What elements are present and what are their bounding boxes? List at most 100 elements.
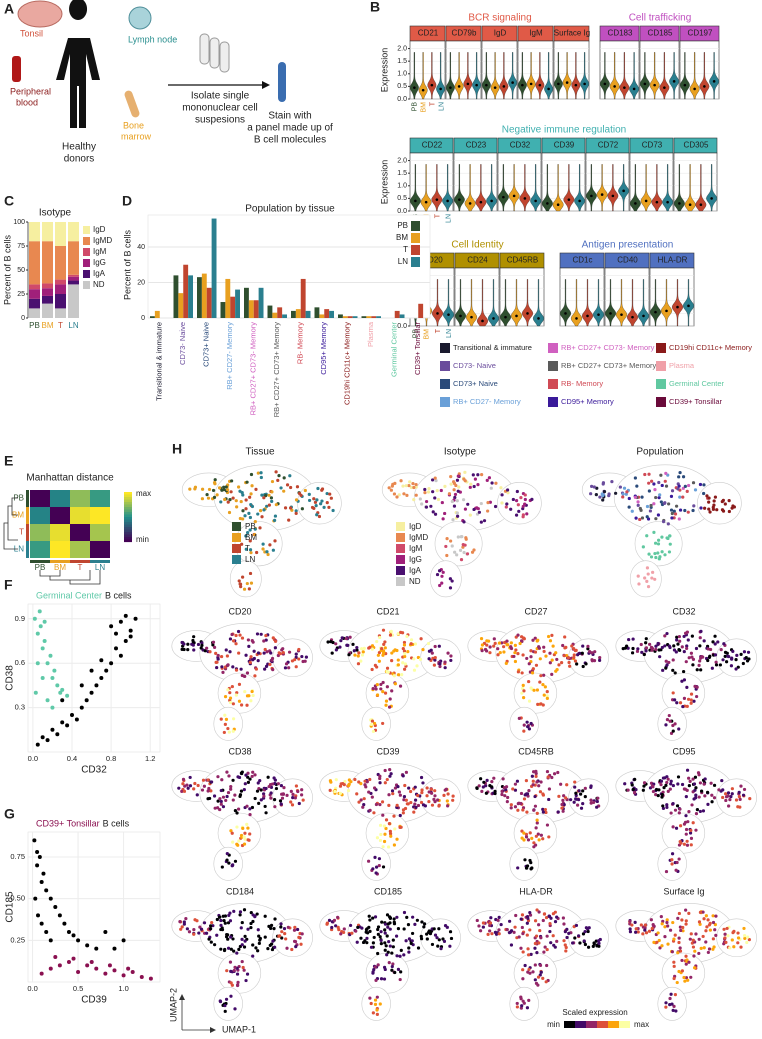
umap-cell [535,811,539,815]
umap-cell [437,938,441,942]
bar-segment [42,283,53,289]
umap-cell [693,788,697,792]
umap-cell [524,866,529,870]
umap-cell [282,786,286,790]
umap-cell [590,484,594,489]
umap-cell [442,939,447,943]
umap-cell [246,638,250,642]
umap-cell [565,783,569,787]
colorbar-step [124,519,132,523]
umap-cell [636,930,640,934]
marker-title: CD32 [672,606,695,616]
umap-cell [567,660,571,665]
umap-cell [681,486,685,490]
umap-cell [269,496,274,500]
umap-cell [664,471,668,475]
umap-cell [536,975,541,979]
umap-cell [279,925,283,929]
umap-cell [224,717,229,721]
umap-cell [660,795,664,799]
umap-cell [517,716,521,720]
umap-cell [225,858,229,862]
umap-cell [666,777,670,781]
umap-cell [223,695,228,699]
umap-cell [226,946,231,950]
umap-cell [664,666,668,670]
umap-cell [660,793,664,797]
umap-cell [390,968,394,972]
umap-cell [181,777,186,782]
umap-cell [436,798,440,802]
umap-cell [207,487,212,492]
umap-cell [384,703,388,707]
legend-swatch [83,237,90,245]
umap-cell [383,931,387,935]
umap-cell [233,859,238,863]
umap-cell [260,515,264,519]
mean-point [435,198,439,201]
umap-cell [449,936,454,941]
umap-cell [531,970,535,974]
umap-cell [677,936,681,940]
legend-label: BM [245,533,257,542]
umap-cell [265,550,269,554]
umap-cell [516,652,520,656]
umap-cell [387,793,391,797]
umap-cell [186,642,190,646]
umap-cell [227,510,232,515]
bar [277,307,283,318]
umap-cell [186,648,190,652]
umap-cell [488,923,492,928]
umap-cell [547,914,551,918]
umap-cell [678,648,682,652]
umap-cell [237,839,241,843]
umap-cell [382,839,387,844]
violin-body [472,52,482,100]
umap-cell [637,582,641,586]
umap-cell [623,646,628,650]
point [52,668,57,673]
umap-cell [362,803,366,807]
umap-cell [215,660,219,664]
umap-outline [229,560,262,598]
umap-cell [240,491,244,495]
umap-cell [672,1004,676,1008]
umap-cell [547,787,552,791]
umap-cell [185,783,189,787]
mean-point [603,82,607,86]
bar-segment [55,308,66,318]
umap-cell [557,794,561,798]
umap-cell [403,654,407,659]
umap-cell [743,936,747,941]
marker-name: CD39 [554,141,575,150]
umap-cell [182,647,186,652]
bar-segment [68,276,79,281]
umap-cell [648,786,653,790]
point [85,943,90,948]
bar-segment [29,241,40,285]
umap-cell [249,925,253,930]
y-tick-label: 25 [17,291,25,298]
umap-cell [686,820,690,824]
umap-cell [325,501,329,505]
violin-body [526,52,536,100]
umap-cell [205,646,209,650]
point [109,624,114,629]
point [33,690,38,695]
umap-cell [681,495,685,499]
umap-cell [370,795,374,799]
point [65,693,70,698]
umap-cell [706,918,710,922]
umap-cell [555,915,559,919]
marker-title: CD38 [228,746,251,756]
mean-point [538,83,542,87]
y-tick-label: 75 [17,243,25,250]
heat-cell [30,524,50,541]
umap-outline [217,812,262,854]
point [99,658,104,663]
step-label: suspesions [195,115,245,126]
umap-cell [257,801,261,805]
umap-cell [261,542,265,546]
umap-cell [288,506,293,510]
violin-body [532,279,545,327]
